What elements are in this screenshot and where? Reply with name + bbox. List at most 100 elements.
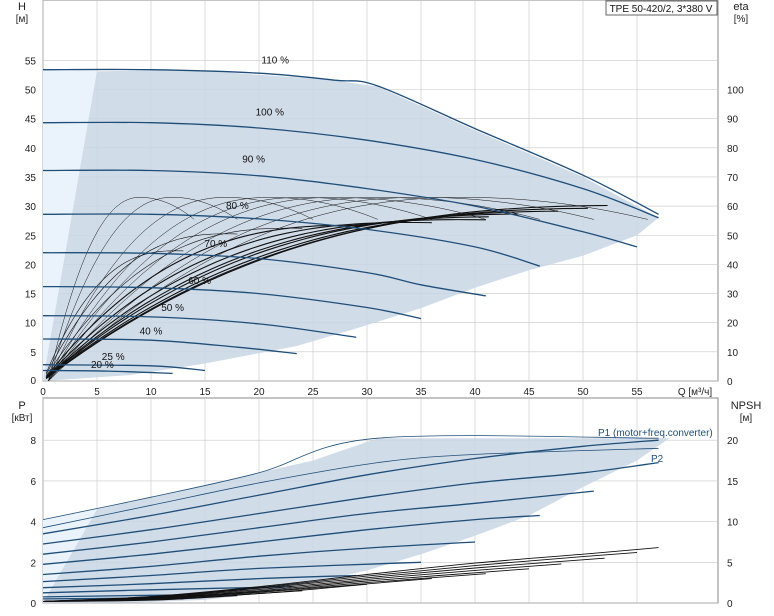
efficiency-curve-line	[45, 213, 519, 379]
head-chart-plot: 110 % 100 % 90 % 80 % 70 % 60 % 50 % 40 % 25 %20…	[42, 55, 659, 382]
speed-curve-label: 70 %	[204, 239, 227, 250]
npsh-tick-label: 10	[727, 518, 739, 529]
speed-curve-label: 60 %	[188, 276, 211, 287]
npsh-axis-unit: [м]	[740, 413, 753, 424]
flow-tick-label: 10	[145, 387, 157, 398]
flow-tick-label: 30	[361, 387, 373, 398]
head-curve-line	[42, 285, 422, 320]
flow-tick-label: 35	[415, 387, 427, 398]
eta-tick-label: 40	[727, 260, 739, 271]
eta-tick-label: 100	[727, 86, 744, 97]
head-curve-line	[42, 315, 357, 338]
p2-annotation: P2	[651, 454, 664, 465]
speed-curve-label: 110 %	[261, 55, 289, 66]
npsh-tick-label: 20	[727, 436, 739, 447]
speed-curve-label: 20 %	[91, 360, 114, 371]
flow-tick-label: 40	[469, 387, 481, 398]
flow-tick-label: 45	[523, 387, 535, 398]
flow-tick-label: 0	[40, 387, 46, 398]
power-curve-line	[42, 514, 540, 565]
head-tick-label: 0	[30, 376, 36, 387]
head-curve-line	[42, 364, 206, 372]
head-curve-line	[42, 68, 659, 215]
speed-curve-label: 90 %	[242, 154, 265, 165]
eta-tick-label: 20	[727, 319, 739, 330]
flow-tick-label: 55	[631, 387, 643, 398]
eta-tick-label: 0	[727, 377, 733, 388]
head-tick-label: 20	[25, 260, 37, 271]
head-axis-unit: [м]	[16, 14, 29, 25]
head-curve-line	[42, 252, 486, 297]
power-p1-curve-line	[42, 435, 659, 520]
flow-tick-label: 5	[94, 387, 100, 398]
flow-tick-label: 25	[307, 387, 319, 398]
eta-tick-label: 90	[727, 115, 739, 126]
head-tick-label: 30	[25, 202, 37, 213]
head-tick-label: 15	[25, 290, 37, 301]
speed-curve-label: 25 %	[102, 352, 125, 363]
eta-tick-label: 80	[727, 144, 739, 155]
power-curve-line	[42, 541, 476, 576]
head-tick-label: 5	[30, 348, 36, 359]
flow-axis-label: Q [м³/ч]	[678, 387, 713, 398]
eta-tick-label: 60	[727, 202, 739, 213]
efficiency-arc-line	[48, 197, 238, 382]
head-curve-line	[42, 338, 297, 355]
head-tick-label: 10	[25, 319, 37, 330]
power-tick-label: 8	[30, 436, 36, 447]
flow-tick-label: 20	[253, 387, 265, 398]
npsh-axis-label: NPSH	[731, 400, 762, 412]
head-curve-line	[42, 213, 540, 267]
npsh-tick-label: 0	[727, 599, 733, 610]
efficiency-curve-line	[45, 221, 432, 378]
efficiency-arc-line	[48, 197, 314, 382]
efficiency-arc-line	[48, 197, 486, 382]
efficiency-curve-line	[45, 250, 184, 374]
efficiency-arc-line	[48, 197, 195, 382]
power-tick-label: 2	[30, 558, 36, 569]
head-tick-label: 35	[25, 173, 37, 184]
speed-curve-label: 40 %	[140, 326, 163, 337]
power-chart-plot: P1 (motor+freq.converter) P2	[42, 428, 713, 603]
npsh-tick-label: 5	[727, 558, 733, 569]
power-tick-label: 4	[30, 518, 36, 529]
efficiency-arc-line	[48, 197, 378, 382]
head-tick-label: 45	[25, 115, 37, 126]
eta-tick-label: 30	[727, 290, 739, 301]
power-tick-label: 0	[30, 599, 36, 610]
flow-tick-label: 50	[577, 387, 589, 398]
power-tick-label: 6	[30, 477, 36, 488]
head-curve-line	[42, 169, 638, 248]
head-tick-label: 50	[25, 86, 37, 97]
chart-title-box	[605, 0, 718, 16]
efficiency-curve-line	[45, 216, 489, 379]
efficiency-curve-line	[45, 210, 559, 379]
power-axis-unit: [кВт]	[12, 413, 33, 424]
speed-curve-label: 100 %	[256, 108, 284, 119]
head-tick-label: 55	[25, 56, 37, 67]
flow-tick-label: 15	[199, 387, 211, 398]
eta-tick-label: 50	[727, 231, 739, 242]
efficiency-curve-line	[45, 224, 368, 378]
eta-axis-unit: [%]	[734, 14, 749, 25]
speed-curve-label: 50 %	[161, 303, 184, 314]
npsh-tick-label: 15	[727, 477, 739, 488]
eta-axis-label: eta	[733, 1, 749, 13]
power-curve-line	[42, 439, 659, 535]
power-axis-label: P	[18, 400, 25, 412]
eta-tick-label: 70	[727, 173, 739, 184]
head-low-flow-zone	[43, 69, 97, 381]
head-curve-line	[42, 121, 659, 219]
p1-annotation: P1 (motor+freq.converter)	[598, 428, 713, 439]
eta-tick-label: 10	[727, 348, 739, 359]
npsh-curve-line	[42, 598, 184, 602]
power-low-flow-zone	[43, 509, 97, 603]
chart-title: TPE 50-420/2, 3*380 V	[610, 4, 713, 15]
power-curve-line	[42, 561, 422, 583]
power-curve-line	[42, 574, 357, 589]
power-curve-line	[42, 490, 594, 555]
head-axis-label: H	[18, 1, 26, 13]
speed-curve-label: 80 %	[226, 201, 249, 212]
